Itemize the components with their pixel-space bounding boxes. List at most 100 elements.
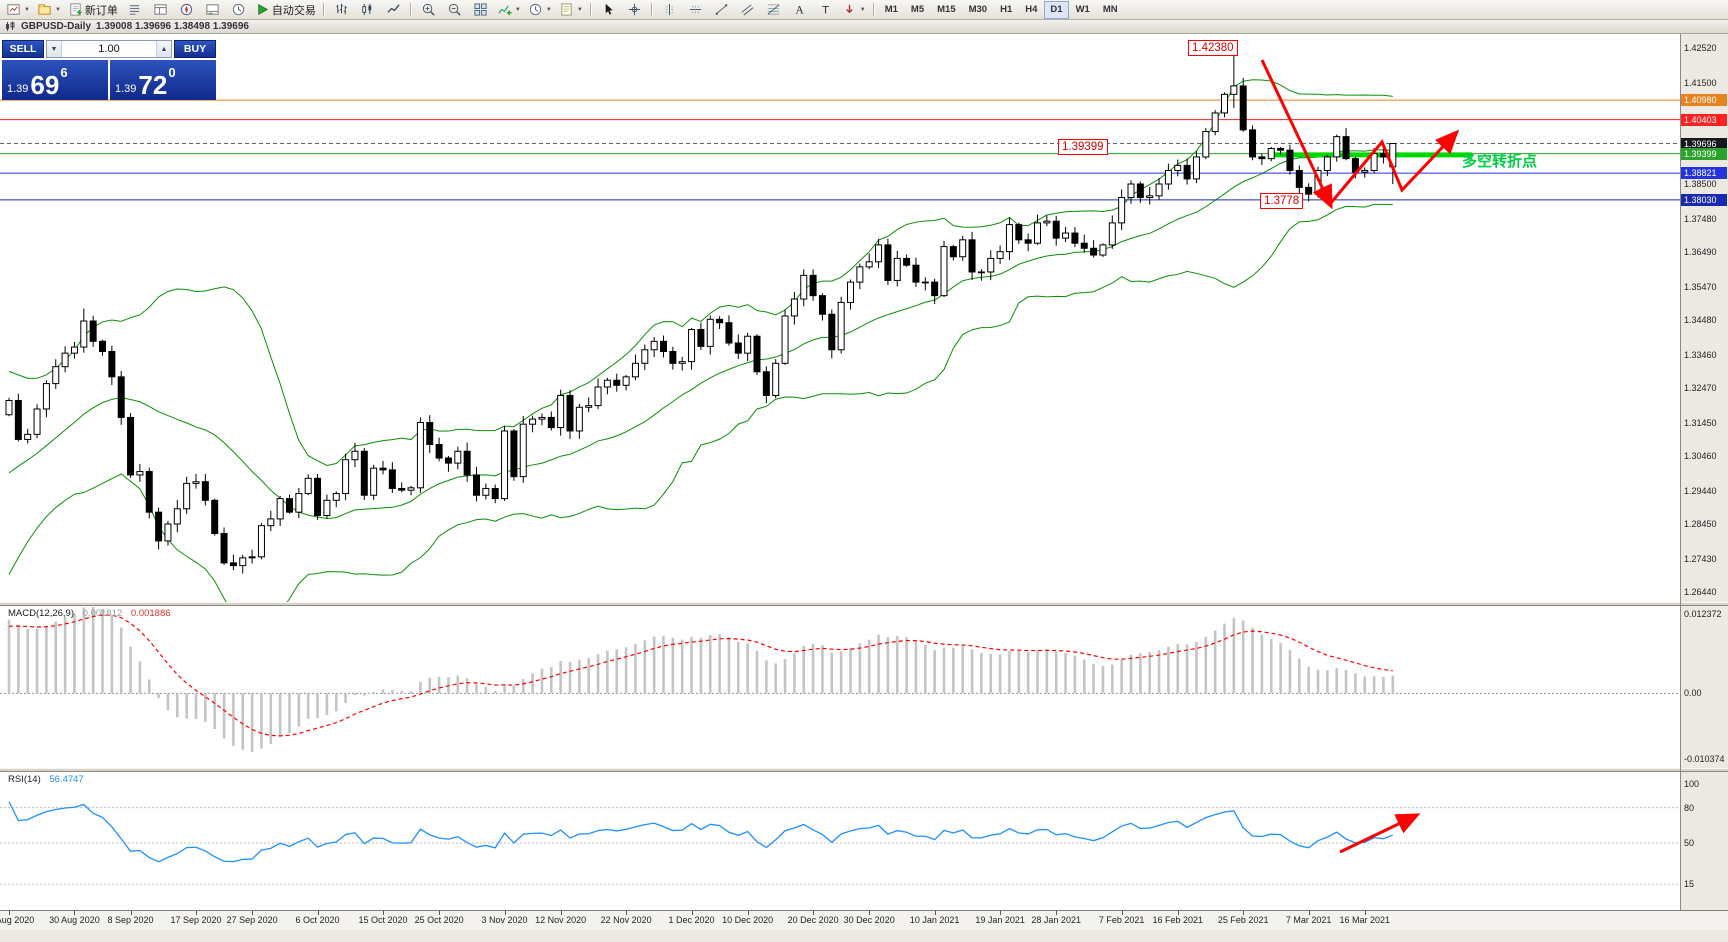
navigator-button[interactable]	[174, 0, 199, 20]
candle-chart-button[interactable]	[355, 0, 380, 20]
zoom-in-button[interactable]	[416, 0, 441, 20]
timeframe-m30-button[interactable]: M30	[968, 4, 988, 15]
price-scale-label: 1.38500	[1684, 179, 1717, 189]
buy-price-pips: 72	[138, 70, 168, 100]
profiles-icon	[38, 4, 51, 15]
line-chart-button[interactable]	[381, 0, 406, 20]
trend-arrows[interactable]	[1260, 59, 1460, 210]
volume-increase-button[interactable]: ▲	[156, 41, 171, 57]
autotrade-button[interactable]: 自动交易	[252, 0, 319, 20]
vertical-line-button[interactable]	[657, 0, 682, 20]
rsi-scale-label: 15	[1684, 879, 1695, 890]
timeframe-m1-button[interactable]: M1	[884, 4, 898, 15]
macd-chart[interactable]	[0, 606, 1680, 768]
volume-decrease-button[interactable]: ▼	[47, 41, 62, 57]
chevron-down-icon: ▼	[545, 6, 552, 13]
time-axis[interactable]: 20 Aug 2020 30 Aug 2020 8 Sep 2020 17 Sep 2…	[0, 910, 1728, 930]
macd-panel[interactable]	[0, 606, 1680, 768]
time-tick	[504, 911, 506, 915]
panel-separator[interactable]	[0, 602, 1728, 606]
panel-separator[interactable]	[0, 768, 1728, 772]
crosshair-button[interactable]	[622, 0, 647, 20]
indicators-icon	[498, 5, 512, 16]
new-order-icon	[70, 3, 82, 16]
price-scale-badge: 1.39399	[1681, 147, 1727, 160]
candlestick-chart[interactable]	[0, 34, 1680, 602]
timeframe-w1-button[interactable]: W1	[1075, 4, 1090, 15]
shapes-button[interactable]: ▼	[839, 0, 869, 20]
buy-price-display[interactable]: 1.39 72 0	[110, 60, 216, 100]
new-chart-button[interactable]: ▼	[3, 0, 33, 20]
main-toolbar: ▼ ▼ 新订单 自动交易 ▼ ▼ ▼ A T ▼ M1 M5 M15 M30 H1 H4 D1 W1 MN	[0, 0, 1728, 20]
horizontal-line-button[interactable]	[683, 0, 708, 20]
label-button[interactable]: T	[813, 0, 838, 20]
profiles-button[interactable]: ▼	[34, 0, 64, 20]
terminal-button[interactable]	[200, 0, 225, 20]
date-label: 7 Mar 2021	[1285, 915, 1332, 925]
crosshair-icon	[628, 3, 640, 16]
time-tick	[1121, 911, 1123, 915]
buy-button[interactable]: BUY	[174, 40, 216, 58]
timeframe-d1-button[interactable]: D1	[1044, 0, 1069, 19]
strategy-tester-icon	[232, 3, 245, 16]
zoom-out-icon	[448, 3, 461, 16]
data-window-button[interactable]	[148, 0, 173, 20]
text-button[interactable]: A	[787, 0, 812, 20]
timeframe-h4-button[interactable]: H4	[1025, 4, 1038, 15]
date-label: 7 Feb 2021	[1098, 915, 1145, 925]
date-label: 16 Mar 2021	[1339, 915, 1391, 925]
chart-window-title: GBPUSD-Daily	[21, 21, 92, 32]
templates-button[interactable]: ▼	[556, 0, 586, 20]
volume-value[interactable]: 1.00	[98, 43, 120, 55]
chart-window-ohlc: 1.39008 1.39696 1.38498 1.39696	[96, 21, 249, 32]
line-chart-icon	[387, 4, 400, 13]
price-scale-label: 1.31450	[1684, 417, 1717, 428]
rsi-chart[interactable]	[0, 772, 1680, 910]
price-scale-label: 1.35470	[1684, 281, 1717, 292]
cursor-button[interactable]	[596, 0, 621, 20]
bar-chart-button[interactable]	[329, 0, 354, 20]
market-watch-button[interactable]	[122, 0, 147, 20]
timeframe-m15-button[interactable]: M15	[937, 4, 956, 15]
date-label: 12 Nov 2020	[535, 915, 587, 925]
timeframe-m5-button[interactable]: M5	[910, 4, 925, 15]
indicators-button[interactable]: ▼	[494, 0, 524, 20]
turning-point-text[interactable]: 多空转折点	[1462, 153, 1538, 170]
toolbar-separator	[322, 3, 325, 16]
price-chart-panel[interactable]	[0, 34, 1680, 602]
new-order-button[interactable]: 新订单	[65, 0, 121, 20]
fibonacci-button[interactable]	[761, 0, 786, 20]
trendline-button[interactable]	[709, 0, 734, 20]
channel-button[interactable]	[735, 0, 760, 20]
time-tick	[383, 911, 384, 915]
time-tick	[869, 911, 871, 915]
periods-button[interactable]: ▼	[525, 0, 555, 20]
timeframe-mn-button[interactable]: MN	[1102, 4, 1118, 15]
rsi-panel[interactable]	[0, 772, 1680, 910]
time-tick	[130, 911, 132, 915]
market-watch-icon	[129, 5, 140, 15]
peak-price-label[interactable]: 1.42380	[1188, 40, 1238, 56]
chevron-down-icon: ▼	[54, 6, 61, 13]
date-label: 10 Jan 2021	[909, 915, 960, 925]
sell-button[interactable]: SELL	[2, 40, 44, 58]
timeframe-h1-button[interactable]: H1	[1000, 4, 1013, 15]
autotrade-button-label: 自动交易	[271, 4, 316, 17]
strategy-tester-button[interactable]	[226, 0, 251, 20]
low-price-label[interactable]: 1.3778	[1260, 193, 1304, 209]
tile-windows-icon	[474, 3, 487, 16]
macd-signal-line	[8, 614, 1393, 737]
sell-price-display[interactable]: 1.39 69 6	[2, 60, 108, 100]
time-tick	[560, 911, 562, 915]
price-scale-border	[1680, 34, 1681, 910]
price-scale-label: 1.27430	[1684, 553, 1717, 564]
time-tick	[691, 911, 693, 915]
chart-window-titlebar[interactable]: GBPUSD-Daily 1.39008 1.39696 1.38498 1.3…	[0, 20, 1728, 34]
level-price-label[interactable]: 1.39399	[1058, 139, 1108, 155]
rsi-trend-arrow[interactable]	[1339, 813, 1421, 854]
toolbar-separator	[650, 3, 653, 16]
macd-scale-label: 0.00	[1684, 688, 1702, 698]
tile-windows-button[interactable]	[468, 0, 493, 20]
zoom-out-button[interactable]	[442, 0, 467, 20]
